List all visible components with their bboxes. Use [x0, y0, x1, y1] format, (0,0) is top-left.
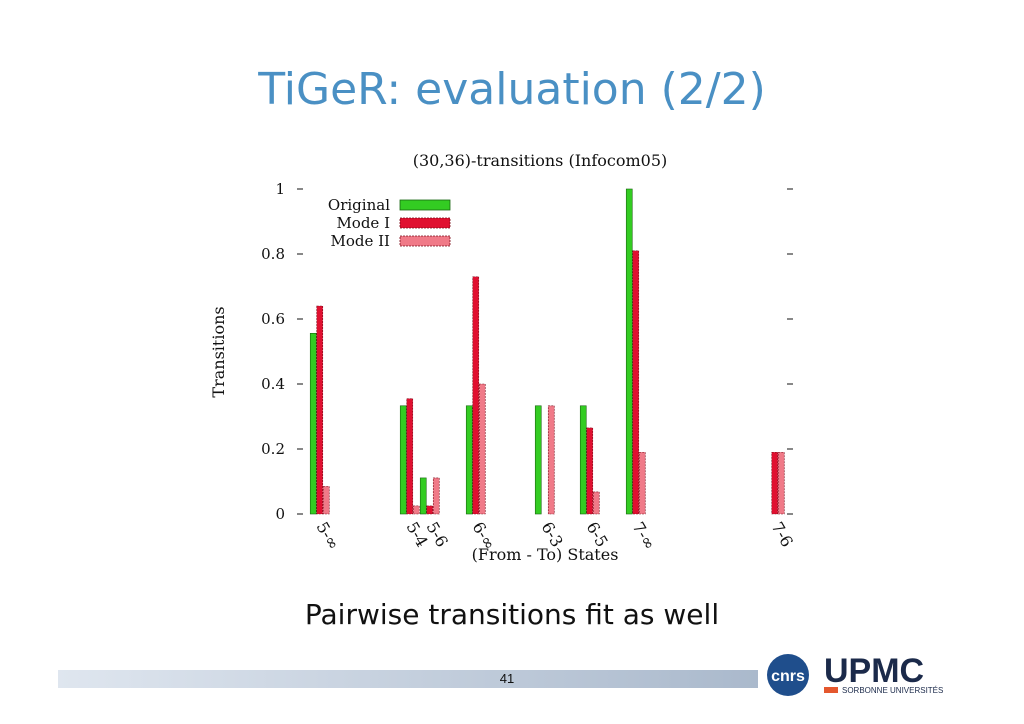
y-tick-label: 0.2	[261, 440, 285, 458]
bar-original-0	[309, 332, 317, 515]
bar-mode-ii-7	[777, 451, 785, 515]
chart-axes: 0 0.2 0.4 0.6 0.8 1	[261, 180, 793, 523]
bar-mode-i-7	[771, 451, 779, 515]
bar-mode-ii-1	[412, 505, 420, 515]
bar-mode-i-2	[426, 505, 434, 515]
bar-mode-ii-0	[322, 486, 330, 515]
bar-mode-ii-5	[592, 491, 600, 515]
bar-mode-ii-4	[547, 405, 555, 515]
page-number: 41	[499, 671, 515, 686]
x-tick-label: 7-6	[768, 519, 797, 551]
cnrs-logo-icon	[767, 654, 809, 696]
legend-swatch	[399, 217, 451, 229]
legend-label: Original	[328, 196, 390, 214]
legend-swatch	[399, 235, 451, 247]
legend-label: Mode II	[331, 232, 391, 250]
upmc-subtitle: SORBONNE UNIVERSITÉS	[842, 686, 943, 695]
y-tick-label: 0.4	[261, 375, 285, 393]
bar-mode-i-1	[406, 398, 414, 515]
slide-caption: Pairwise transitions fit as well	[304, 598, 720, 631]
bar-original-3	[465, 405, 473, 515]
x-axis-label: (From - To) States	[472, 545, 619, 564]
institution-logos: cnrs UPMC SORBONNE UNIVERSITÉS	[767, 652, 943, 696]
bar-mode-ii-6	[638, 451, 646, 515]
bar-original-6	[625, 188, 633, 515]
y-tick-label: 0.6	[261, 310, 285, 328]
bar-mode-ii-2	[432, 477, 440, 515]
bar-mode-i-0	[316, 305, 324, 515]
bar-original-2	[419, 477, 427, 515]
legend-swatch	[399, 199, 451, 211]
slide-title: TiGeR: evaluation (2/2)	[258, 64, 766, 115]
cnrs-logo-text: cnrs	[771, 668, 805, 685]
footer-bar	[58, 670, 758, 688]
bar-mode-i-5	[586, 427, 594, 515]
bar-chart: (30,36)-transitions (Infocom05) Transiti…	[209, 151, 797, 564]
x-tick-label: 5-6	[423, 519, 452, 551]
bar-original-1	[399, 405, 407, 515]
y-tick-label: 0	[275, 505, 285, 523]
y-axis-label: Transitions	[209, 306, 228, 397]
legend-label: Mode I	[336, 214, 390, 232]
upmc-logo-text: UPMC	[824, 652, 924, 690]
bar-original-4	[534, 405, 542, 515]
chart-bars	[309, 188, 785, 515]
bar-mode-ii-3	[478, 383, 486, 515]
chart-title: (30,36)-transitions (Infocom05)	[413, 151, 668, 170]
y-tick-label: 0.8	[261, 245, 285, 263]
x-tick-label: 5-∞	[313, 519, 344, 554]
x-tick-label: 7-∞	[629, 519, 660, 554]
upmc-accent-mark	[824, 687, 838, 693]
bar-mode-i-6	[632, 250, 640, 515]
bar-original-5	[579, 405, 587, 515]
bar-mode-i-3	[472, 276, 480, 515]
y-tick-label: 1	[275, 180, 285, 198]
